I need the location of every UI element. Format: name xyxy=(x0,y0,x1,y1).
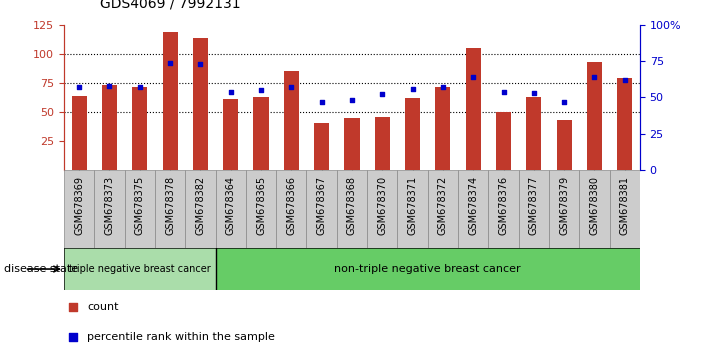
Bar xyxy=(557,120,572,170)
Bar xyxy=(579,170,609,248)
Point xyxy=(316,99,327,104)
Bar xyxy=(246,170,276,248)
Bar xyxy=(102,85,117,170)
Point xyxy=(468,74,479,80)
Bar xyxy=(306,170,337,248)
Bar xyxy=(405,98,420,170)
Point xyxy=(346,97,358,103)
Bar xyxy=(518,170,549,248)
Bar xyxy=(64,170,95,248)
Text: GSM678369: GSM678369 xyxy=(74,176,84,235)
Point xyxy=(437,84,449,90)
Bar xyxy=(375,116,390,170)
Point xyxy=(67,335,78,340)
Bar xyxy=(193,38,208,170)
Bar xyxy=(215,248,640,290)
Bar xyxy=(344,118,360,170)
Bar xyxy=(155,170,186,248)
Text: GSM678377: GSM678377 xyxy=(529,176,539,235)
Point xyxy=(164,60,176,65)
Text: GSM678378: GSM678378 xyxy=(165,176,175,235)
Bar xyxy=(488,170,518,248)
Text: GSM678368: GSM678368 xyxy=(347,176,357,235)
Point xyxy=(73,84,85,90)
Text: GSM678381: GSM678381 xyxy=(620,176,630,235)
Text: disease state: disease state xyxy=(4,264,77,274)
Bar xyxy=(253,97,269,170)
Bar xyxy=(186,170,215,248)
Text: GSM678376: GSM678376 xyxy=(498,176,508,235)
Bar xyxy=(337,170,367,248)
Point xyxy=(286,84,297,90)
Text: GSM678364: GSM678364 xyxy=(225,176,236,235)
Bar xyxy=(284,71,299,170)
Bar xyxy=(367,170,397,248)
Bar xyxy=(276,170,306,248)
Bar xyxy=(428,170,458,248)
Bar xyxy=(163,32,178,170)
Point xyxy=(407,86,418,91)
Point xyxy=(195,61,206,67)
Text: GSM678373: GSM678373 xyxy=(105,176,114,235)
Text: percentile rank within the sample: percentile rank within the sample xyxy=(87,332,275,342)
Point xyxy=(498,89,509,95)
Point xyxy=(528,90,540,96)
Text: GDS4069 / 7992131: GDS4069 / 7992131 xyxy=(100,0,240,11)
Bar xyxy=(466,48,481,170)
Text: GSM678380: GSM678380 xyxy=(589,176,599,235)
Bar xyxy=(223,99,238,170)
Bar xyxy=(496,112,511,170)
Bar xyxy=(215,170,246,248)
Bar xyxy=(617,78,632,170)
Bar xyxy=(526,97,541,170)
Text: GSM678375: GSM678375 xyxy=(135,176,145,235)
Text: GSM678370: GSM678370 xyxy=(378,176,387,235)
Point xyxy=(377,92,388,97)
Bar xyxy=(435,87,451,170)
Point xyxy=(225,89,236,95)
Text: GSM678374: GSM678374 xyxy=(468,176,479,235)
Text: triple negative breast cancer: triple negative breast cancer xyxy=(69,264,210,274)
Bar xyxy=(314,124,329,170)
Bar xyxy=(549,170,579,248)
Text: GSM678365: GSM678365 xyxy=(256,176,266,235)
Bar xyxy=(124,170,155,248)
Bar xyxy=(72,96,87,170)
Text: GSM678372: GSM678372 xyxy=(438,176,448,235)
Text: GSM678366: GSM678366 xyxy=(287,176,296,235)
Bar xyxy=(132,87,147,170)
Point xyxy=(67,304,78,310)
Bar xyxy=(458,170,488,248)
Bar xyxy=(397,170,428,248)
Text: GSM678382: GSM678382 xyxy=(196,176,205,235)
Bar xyxy=(95,170,124,248)
Text: GSM678371: GSM678371 xyxy=(407,176,417,235)
Bar xyxy=(64,248,215,290)
Bar xyxy=(587,62,602,170)
Text: count: count xyxy=(87,302,119,312)
Text: GSM678367: GSM678367 xyxy=(316,176,326,235)
Bar xyxy=(609,170,640,248)
Point xyxy=(255,87,267,93)
Text: non-triple negative breast cancer: non-triple negative breast cancer xyxy=(334,264,521,274)
Point xyxy=(104,83,115,88)
Point xyxy=(558,99,570,104)
Point xyxy=(589,74,600,80)
Point xyxy=(619,77,631,83)
Text: GSM678379: GSM678379 xyxy=(559,176,569,235)
Point xyxy=(134,84,146,90)
